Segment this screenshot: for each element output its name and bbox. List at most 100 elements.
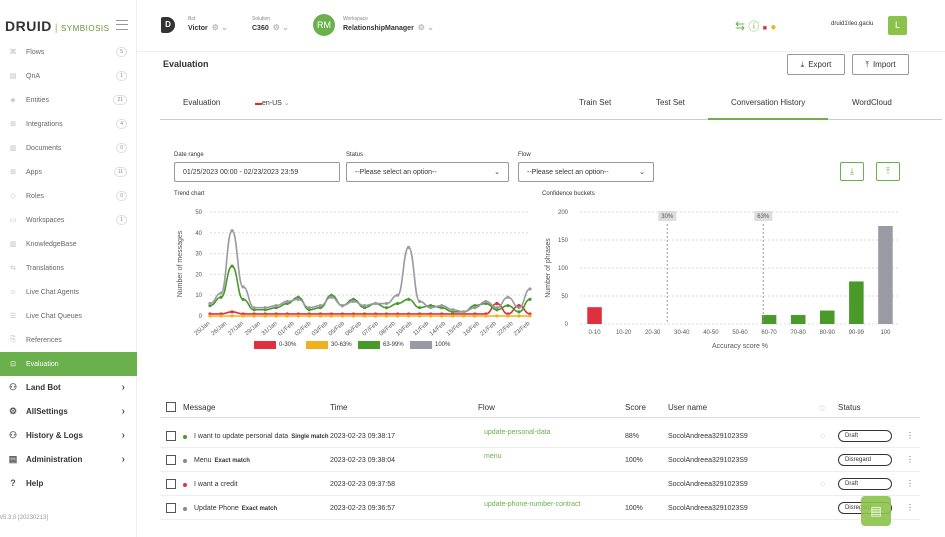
sidebar-item-live-chat-agents[interactable]: ☺ Live Chat Agents — [0, 280, 137, 304]
x-tick-label: 31/Jan — [261, 321, 279, 337]
y-tick-label: 40 — [195, 231, 202, 237]
bar[interactable] — [790, 315, 806, 324]
sidebar-item-workspaces[interactable]: ▭ Workspaces 1 — [0, 208, 137, 232]
flow-link[interactable]: update-personal-data — [484, 429, 551, 436]
sidebar-item-apps[interactable]: ⊞ Apps 11 — [0, 160, 137, 184]
export-button[interactable]: ⤓ Export — [787, 54, 845, 75]
legend-item[interactable]: 100% — [410, 341, 450, 349]
gear-icon[interactable]: ⚙ ⌄ — [272, 23, 289, 32]
sidebar-group-help[interactable]: ? Help — [0, 472, 137, 494]
notification-icon[interactable]: ● — [770, 22, 777, 33]
row-checkbox[interactable] — [166, 455, 176, 465]
status-select[interactable]: Draft — [838, 478, 892, 490]
signpost-icon[interactable]: ⇆ — [735, 19, 746, 33]
data-point — [241, 314, 245, 318]
data-point — [230, 314, 234, 318]
table-row[interactable]: I want to update personal data Single mat… — [160, 425, 920, 448]
bar[interactable] — [820, 310, 835, 324]
date-range-input[interactable]: 01/25/2023 00:00 - 02/23/2023 23:59 — [174, 162, 340, 182]
bar[interactable] — [849, 281, 864, 324]
data-point — [230, 310, 234, 314]
header-user: User name — [668, 403, 708, 412]
sidebar-group-land-bot[interactable]: ⚇ Land Bot › — [0, 376, 137, 398]
table-row[interactable]: Update Phone Exact match 2023-02-23 09:36:… — [160, 497, 920, 520]
import-button[interactable]: ⤒ Import — [852, 54, 909, 75]
row-checkbox[interactable] — [166, 479, 176, 489]
x-tick-label: 22/Feb — [496, 321, 515, 338]
flow-select[interactable]: --Please select an option-- ⌄ — [518, 162, 654, 182]
sidebar-item-documents[interactable]: ▥ Documents 0 — [0, 136, 137, 160]
flow-link[interactable]: update-phone-number-contract — [484, 501, 581, 508]
sidebar-item-roles[interactable]: ◇ Roles 0 — [0, 184, 137, 208]
status-select[interactable]: Disregard — [838, 454, 892, 466]
chat-button[interactable]: ▤ — [861, 496, 891, 526]
more-options-icon[interactable]: ⋮ — [906, 455, 914, 464]
more-options-icon[interactable]: ⋮ — [906, 503, 914, 512]
status-select[interactable]: Draft — [838, 430, 892, 442]
confidence-chart-title: Confidence buckets — [542, 191, 595, 197]
tag-icon[interactable]: ◇ — [820, 433, 826, 440]
row-checkbox[interactable] — [166, 503, 176, 513]
trend-chart: 0 10 20 30 40 50 Number of messages 25/Jan 26/Ja… — [177, 210, 532, 338]
tab-train-set[interactable]: Train Set — [579, 98, 612, 107]
download-button[interactable]: ⤓ — [840, 162, 864, 181]
x-tick-label: 27/Jan — [227, 321, 245, 337]
sidebar-item-integrations[interactable]: ⊞ Integrations 4 — [0, 112, 137, 136]
sidebar-group-administration[interactable]: ▤ Administration › — [0, 448, 137, 470]
bar[interactable] — [761, 315, 777, 324]
legend-item[interactable]: 30-63% — [306, 341, 352, 349]
confidence-chart: 0 50 100 150 200 Number of phrases 0-10 10-20 20… — [545, 210, 900, 350]
sidebar-group-label: AllSettings — [26, 406, 68, 416]
flow-link[interactable]: menu — [484, 453, 502, 460]
sidebar-item-flows[interactable]: ⌘ Flows 5 — [0, 40, 137, 64]
sidebar-item-live-chat-queues[interactable]: ☰ Live Chat Queues — [0, 304, 137, 328]
more-options-icon[interactable]: ⋮ — [906, 431, 914, 440]
sidebar-item-evaluation[interactable]: ⊡ Evaluation — [0, 352, 137, 376]
sidebar-item-references[interactable]: ⎘ References — [0, 328, 137, 352]
sidebar-item-icon: ⊞ — [10, 121, 16, 128]
legend-item[interactable]: 0-30% — [254, 341, 296, 349]
y-tick-label: 0 — [565, 322, 569, 328]
legend-item[interactable]: 63-99% — [358, 341, 404, 349]
gear-icon[interactable]: ⚙ ⌄ — [417, 23, 434, 32]
data-point — [506, 295, 510, 299]
data-point — [495, 301, 499, 306]
upload-button[interactable]: ⤒ — [876, 162, 900, 181]
username[interactable]: druid1\leo.gaciu — [831, 21, 874, 27]
sidebar-item-entities[interactable]: ◈ Entities 21 — [0, 88, 137, 112]
bar[interactable] — [878, 226, 893, 324]
user-avatar[interactable]: L — [888, 16, 907, 35]
sidebar-group-allsettings[interactable]: ⚙ AllSettings › — [0, 400, 137, 422]
tag-icon[interactable]: ◇ — [820, 481, 826, 488]
table-row[interactable]: Menu Exact match 2023-02-23 09:38:04 menu 10… — [160, 449, 920, 472]
select-all-checkbox[interactable] — [166, 402, 176, 412]
language-selector[interactable]: ▬en-US ⌄ — [255, 100, 290, 107]
workspace-selector[interactable]: Workspace RelationshipManager ⚙ ⌄ — [343, 16, 434, 32]
sidebar-item-label: Live Chat Agents — [26, 288, 79, 296]
tab-test-set[interactable]: Test Set — [656, 98, 685, 107]
table-row[interactable]: I want a credit 2023-02-23 09:37:58 SocolA… — [160, 473, 920, 496]
flag-icon[interactable]: ■ — [762, 25, 767, 32]
menu-toggle-icon[interactable] — [116, 20, 128, 30]
solution-selector[interactable]: Solution C360 ⚙ ⌄ — [252, 16, 289, 32]
help-icon[interactable]: ⓘ — [748, 21, 760, 33]
sidebar-item-knowledgebase[interactable]: ▥ KnowledgeBase — [0, 232, 137, 256]
user-cell: SocolAndreea3291023S9 — [668, 505, 748, 512]
sidebar-group-history-logs[interactable]: ⚇ History & Logs › — [0, 424, 137, 446]
tab-conversation-history[interactable]: Conversation History — [731, 98, 806, 107]
user-cell: SocolAndreea3291023S9 — [668, 481, 748, 488]
row-checkbox[interactable] — [166, 431, 176, 441]
bot-selector[interactable]: Bot Victor ⚙ ⌄ — [188, 16, 228, 32]
x-tick-label: 11/Feb — [412, 321, 430, 338]
threshold-badge — [754, 211, 773, 221]
score-cell: 100% — [625, 505, 643, 512]
gear-icon[interactable]: ⚙ ⌄ — [211, 23, 228, 32]
sidebar-item-translations[interactable]: ⇆ Translations — [0, 256, 137, 280]
status-select[interactable]: --Please select an option-- ⌄ — [346, 162, 509, 182]
data-point — [440, 314, 444, 318]
version-label: v5.3.0 [20230213] — [0, 515, 49, 521]
tab-wordcloud[interactable]: WordCloud — [852, 98, 892, 107]
more-options-icon[interactable]: ⋮ — [906, 479, 914, 488]
bar[interactable] — [587, 307, 602, 324]
sidebar-item-qna[interactable]: ▤ QnA 1 — [0, 64, 137, 88]
